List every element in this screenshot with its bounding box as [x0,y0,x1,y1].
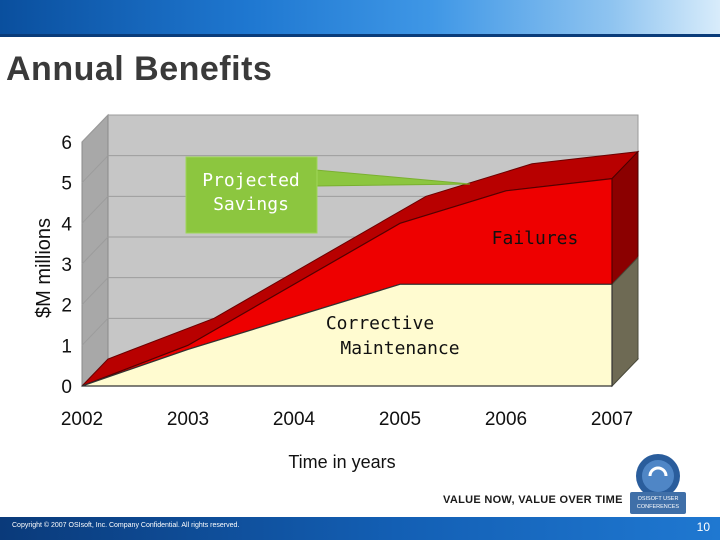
gridline-side [81,317,109,346]
header-divider [0,34,720,37]
header-banner [0,0,720,34]
gridline-side [81,155,109,184]
x-tick-label: 2002 [61,409,103,430]
x-axis-title: Time in years [288,452,395,472]
footer-band [0,517,720,540]
x-tick-label: 2006 [485,409,527,430]
y-axis-title: $M millions [33,218,55,318]
tagline: VALUE NOW, VALUE OVER TIME [443,494,623,506]
x-tick-label: 2005 [379,409,421,430]
y-tick-label: 3 [61,255,72,276]
y-tick-label: 0 [61,377,72,398]
corrective-annotation-line-2: Maintenance [340,338,459,359]
conference-seal-logo: OSISOFT USER CONFERENCES [630,454,686,514]
x-tick-label: 2004 [273,409,316,430]
x-tick-label: 2007 [591,409,633,430]
page-number: 10 [696,520,710,534]
logo-text-line-1: OSISOFT USER [638,496,679,502]
y-tick-label: 4 [61,214,72,235]
y-tick-label: 1 [61,336,72,357]
logo-text-line-2: CONFERENCES [637,504,680,510]
y-tick-label: 6 [61,133,72,154]
corrective-annotation-line-1: Corrective [326,313,434,334]
projected-savings-line-2: Savings [213,194,289,215]
copyright-text: Copyright © 2007 OSIsoft, Inc. Company C… [12,522,240,529]
gridline-side [81,236,109,265]
gridline-side [81,114,109,143]
x-tick-label: 2003 [167,409,209,430]
corrective-maintenance-area [81,283,613,387]
failures-annotation: Failures [492,228,579,249]
gridline-side [81,195,109,224]
y-tick-label: 5 [61,174,72,195]
projected-savings-line-1: Projected [202,170,300,191]
projected-savings-box [185,156,318,234]
slide-title: Annual Benefits [6,50,273,88]
gridline-side [81,277,109,306]
y-tick-label: 2 [61,296,72,317]
